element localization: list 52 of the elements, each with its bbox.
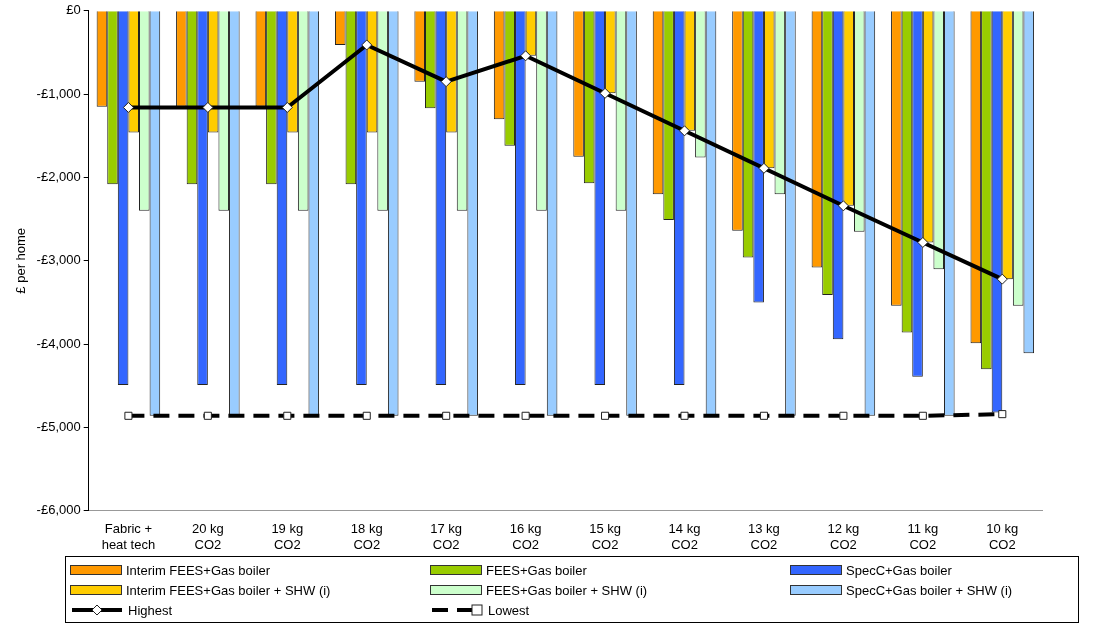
legend-label: SpecC+Gas boiler — [846, 562, 952, 578]
x-tick-label: Fabric + heat tech — [101, 521, 156, 552]
x-tick-label: 10 kg CO2 — [986, 521, 1019, 552]
point — [520, 50, 532, 62]
x-tick-label: 20 kg CO2 — [191, 521, 224, 552]
point — [283, 411, 292, 420]
y-tick-label: -£5,000 — [36, 419, 81, 435]
point — [601, 411, 610, 420]
legend-label: Lowest — [488, 602, 530, 618]
point — [122, 101, 134, 113]
y-tick-label: £0 — [66, 2, 81, 18]
y-tick-label: -£3,000 — [36, 252, 81, 268]
legend-label: Highest — [128, 602, 173, 618]
point — [759, 411, 768, 420]
point — [679, 125, 691, 137]
point — [442, 411, 451, 420]
x-tick-label: 14 kg CO2 — [668, 521, 701, 552]
y-axis-title: £ per home — [13, 227, 29, 294]
x-tick-label: 13 kg CO2 — [748, 521, 780, 552]
point — [521, 411, 530, 420]
point — [680, 411, 689, 420]
point — [124, 411, 133, 420]
y-tick-label: -£1,000 — [36, 85, 81, 101]
point — [362, 411, 371, 420]
point — [918, 411, 927, 420]
x-tick-label: 16 kg CO2 — [509, 521, 542, 552]
legend-label: FEES+Gas boiler — [486, 562, 587, 578]
point — [996, 273, 1008, 285]
point — [917, 236, 929, 248]
point — [837, 200, 849, 212]
x-tick-label: 17 kg CO2 — [430, 521, 463, 552]
point — [440, 76, 452, 88]
legend-label: SpecC+Gas boiler + SHW (i) — [846, 582, 1013, 598]
point — [758, 162, 770, 174]
x-tick-label: 18 kg CO2 — [350, 521, 383, 552]
point — [281, 101, 293, 113]
y-tick-label: -£4,000 — [36, 335, 81, 351]
point — [361, 39, 373, 51]
point — [998, 410, 1007, 419]
legend-label: Interim FEES+Gas boiler + SHW (i) — [126, 582, 331, 598]
x-tick-label: 19 kg CO2 — [271, 521, 304, 552]
point — [839, 411, 848, 420]
y-tick-label: -£2,000 — [36, 169, 81, 185]
legend-label: FEES+Gas boiler + SHW (i) — [486, 582, 648, 598]
y-tick-label: -£6,000 — [36, 502, 81, 518]
point — [202, 101, 214, 113]
x-tick-label: 15 kg CO2 — [589, 521, 621, 552]
point — [203, 411, 212, 420]
x-tick-label: 11 kg CO2 — [907, 521, 939, 552]
legend-label: Interim FEES+Gas boiler — [126, 562, 271, 578]
point — [599, 87, 611, 99]
x-tick-label: 12 kg CO2 — [827, 521, 860, 552]
